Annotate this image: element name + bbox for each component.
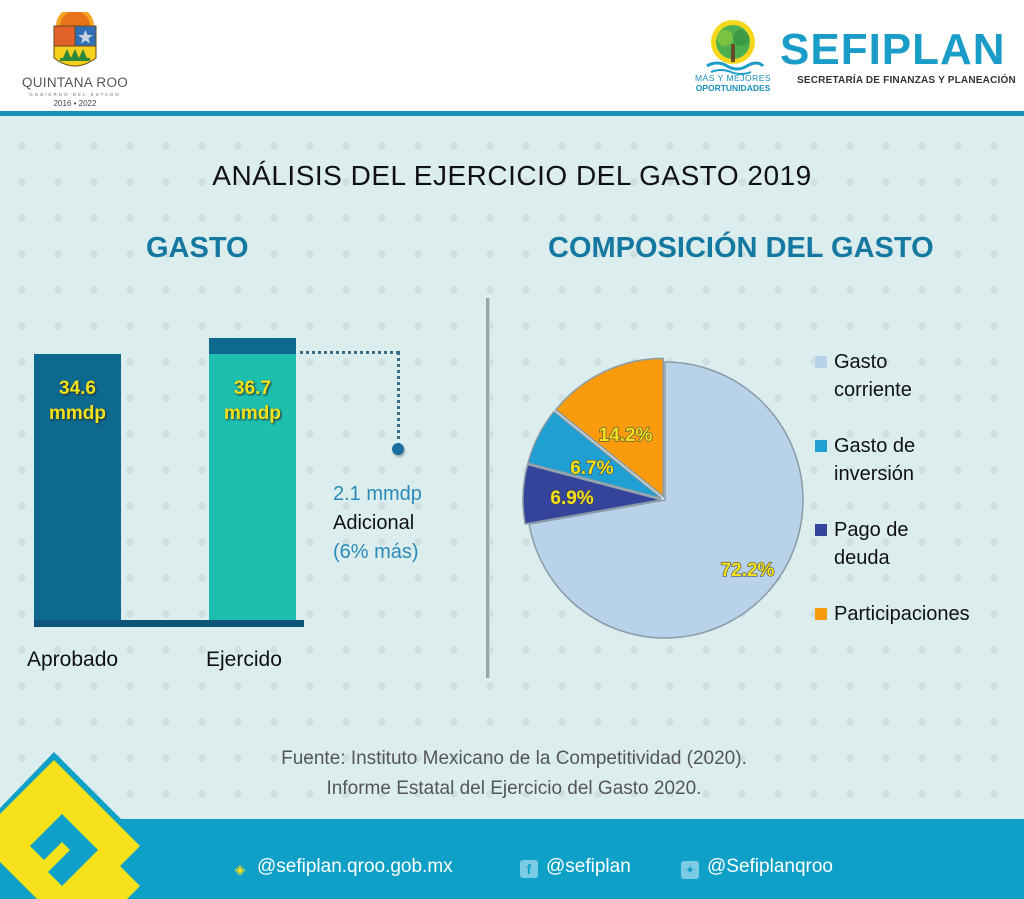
header: QUINTANA ROO GOBIERNO DEL ESTADO 2016 • … [0,0,1024,111]
bar-ejercido-additional [209,338,296,355]
annotation-percent: (6% más) [333,541,419,563]
bar-ejercido [209,354,296,620]
bar-baseline [34,620,304,627]
website-link[interactable]: ◈ @sefiplan.qroo.gob.mx [231,856,453,878]
annotation-amount: 2.1 mmdp [333,483,422,505]
twitter-link[interactable]: ✦ @Sefiplanqroo [681,856,833,879]
coat-of-arms-icon [53,12,97,67]
slogan-line1: MÁS Y MEJORES [694,73,772,83]
sefiplan-wordmark: SEFIPLAN [780,25,1006,74]
website-text: @sefiplan.qroo.gob.mx [257,856,453,877]
bar-aprobado [34,354,121,620]
pie-slice-pago-de-deuda [522,463,662,525]
bar-value-label: 36.7 mmdp [224,378,281,425]
header-divider [0,111,1024,116]
tree-logo-icon [706,20,765,75]
legend-text: Pago de [834,519,909,541]
legend-text: Gasto [834,351,888,373]
sefiplan-subtitle: SECRETARÍA DE FINANZAS Y PLANEACIÓN [797,75,1016,86]
legend-item-pago-deuda: Pago de deuda [815,516,1015,572]
slogan-line2: OPORTUNIDADES [695,83,771,93]
pie-legend: Gasto corriente Gasto de inversión Pago … [815,348,1015,628]
gasto-bar-chart: 2.1 mmdp Adicional (6% más) 34.6 mmdp 36.7… [0,300,480,700]
pie-slice-participaciones [554,357,665,498]
footer [0,819,1024,899]
annotation-dot [392,443,404,455]
composicion-section-title: COMPOSICIÓN DEL GASTO [548,232,934,264]
pie-data-label: 6.7% [570,458,613,479]
pie-slice-gasto-de-inversion [527,410,662,499]
legend-swatch [815,608,827,620]
bar-value-label: 34.6 mmdp [49,378,106,425]
legend-swatch [815,524,827,536]
source-line-1: Fuente: Instituto Mexicano de la Competi… [281,748,747,769]
section-divider [486,298,490,678]
page-title: ANÁLISIS DEL EJERCICIO DEL GASTO 2019 [212,160,812,191]
main-panel [0,116,1024,819]
quintana-roo-years: 2016 • 2022 [53,99,97,108]
annotation-label: Adicional [333,512,415,534]
annotation-connector-horizontal [293,351,399,354]
diamond-logo-icon: ◈ [234,861,246,877]
legend-text: Gasto de [834,435,916,457]
gasto-section-title: GASTO [146,232,249,264]
legend-swatch [815,356,827,368]
quintana-roo-name: QUINTANA ROO [21,75,129,90]
composicion-pie-chart: 72.2% 6.9% 6.7% 14.2% [522,357,804,639]
pie-slice-gasto-corriente [528,361,804,639]
legend-text: deuda [834,547,890,569]
legend-item-gasto-inversion: Gasto de inversión [815,432,1015,488]
quintana-roo-logo: QUINTANA ROO GOBIERNO DEL ESTADO 2016 • … [20,12,130,108]
annotation-connector-vertical [397,351,400,447]
legend-item-gasto-corriente: Gasto corriente [815,348,1015,404]
quintana-roo-subtitle: GOBIERNO DEL ESTADO [29,92,121,97]
twitter-icon: ✦ [681,861,699,879]
legend-text: Participaciones [834,603,970,625]
category-label-aprobado: Aprobado [27,648,119,671]
pie-data-label: 72.2% [721,560,775,581]
legend-item-participaciones: Participaciones [815,600,1015,628]
legend-text: inversión [834,463,915,485]
facebook-icon: f [520,860,538,878]
legend-swatch [815,440,827,452]
legend-text: corriente [834,379,912,401]
source-line-2: Informe Estatal del Ejercicio del Gasto … [326,778,702,799]
category-label-ejercido: Ejercido [206,648,282,671]
twitter-text: @Sefiplanqroo [707,856,833,877]
facebook-link[interactable]: f @sefiplan [520,856,631,878]
greek-key-decoration-icon [0,752,150,899]
pie-data-label: 14.2% [599,425,653,446]
pie-data-label: 6.9% [550,488,593,509]
facebook-text: @sefiplan [546,856,631,877]
